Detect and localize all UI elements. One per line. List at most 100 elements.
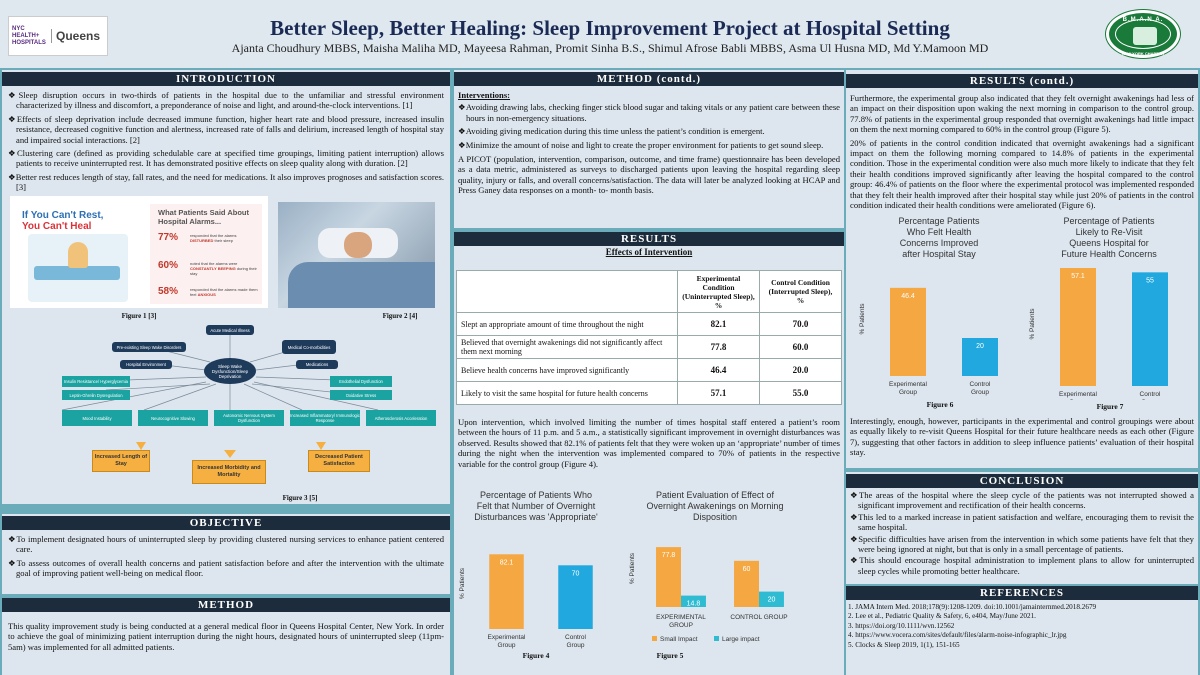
row-label: Believe health concerns have improved si… bbox=[456, 358, 678, 382]
chart-category-label: Group bbox=[566, 642, 584, 649]
results-contd-text-2: Interestingly, enough, however, particip… bbox=[850, 416, 1194, 458]
node-comorbidities: Medical Co-morbidities bbox=[282, 340, 336, 354]
chart-bar bbox=[1060, 267, 1096, 386]
row-label: Believed that overnight awakenings did n… bbox=[456, 335, 678, 359]
infographic-stats: What Patients Said About Hospital Alarms… bbox=[150, 204, 262, 304]
stat-desc: noted that the alarms were CONSTANTLY BE… bbox=[190, 261, 257, 276]
results-contd-para: 20% of patients in the control condition… bbox=[850, 137, 1194, 211]
node-atherosclerosis: Atherosclerosis Acceleration bbox=[366, 410, 436, 426]
node-insulin-resistance: Insulin Resistance/ Hyperglycemia bbox=[62, 376, 130, 387]
seal-map-icon bbox=[1133, 27, 1157, 45]
chart-category-label: Group bbox=[497, 642, 515, 649]
references-heading: REFERENCES bbox=[846, 586, 1198, 600]
figure2-caption: Figure 2 [4] bbox=[382, 312, 418, 320]
chart-title-line: Who Felt Health bbox=[907, 227, 972, 237]
chart-category-label: EXPERIMENTAL bbox=[656, 614, 706, 621]
chart-bar bbox=[656, 547, 681, 607]
table-corner-cell bbox=[456, 270, 678, 313]
legend-swatch bbox=[714, 636, 719, 641]
results-contd-panel bbox=[846, 70, 1198, 468]
chart-title-line: Future Health Concerns bbox=[1061, 249, 1157, 259]
legend-label: Small Impact bbox=[660, 636, 698, 643]
figure1-caption: Figure 1 [3] bbox=[121, 312, 157, 320]
results-table-title: Effects of Intervention bbox=[605, 247, 693, 257]
chart-category-label: Group bbox=[1141, 399, 1159, 400]
chart-category-label: Experimental bbox=[488, 634, 526, 641]
introduction-text: ❖Sleep disruption occurs in two-thirds o… bbox=[8, 90, 444, 196]
chart-category-label: Control bbox=[970, 381, 992, 388]
row-label: Slept an appropriate amount of time thro… bbox=[456, 312, 678, 336]
node-oxidative-stress: Oxidative Stress bbox=[330, 390, 392, 400]
chart-title-line: after Hospital Stay bbox=[902, 249, 976, 259]
chart-title-line: Queens Hospital for bbox=[1069, 238, 1149, 248]
chart-title-line: Likely to Re-Visit bbox=[1076, 227, 1143, 237]
conclusion-bullet: ❖The areas of the hospital where the sle… bbox=[850, 490, 1194, 511]
bed-icon bbox=[34, 266, 120, 280]
chart-title-line: Patient Evaluation of Effect of bbox=[656, 490, 774, 500]
figure5-caption: Figure 5 bbox=[656, 651, 684, 660]
chart-category-label: Group bbox=[971, 389, 989, 396]
table-row: Believed that overnight awakenings did n… bbox=[456, 335, 842, 359]
row-exp-value: 57.1 bbox=[677, 381, 760, 405]
chart-value-label: 20 bbox=[768, 597, 776, 604]
conclusion-bullet: ❖Specific difficulties have arisen from … bbox=[850, 533, 1194, 555]
conclusion-bullet: ❖This should encourage hospital administ… bbox=[850, 555, 1194, 576]
stat-desc: responded that the alarms DISTURBED thei… bbox=[190, 233, 237, 243]
references-panel bbox=[846, 586, 1198, 675]
results-text: Upon intervention, which involved limiti… bbox=[458, 417, 840, 469]
chart-category-label: Experimental bbox=[1059, 391, 1097, 398]
objective-bullet: ❖To implement designated hours of uninte… bbox=[8, 534, 444, 555]
seal-bottom-text: NEW YORK CHAPTER bbox=[1121, 51, 1165, 56]
patient-face-shape bbox=[344, 232, 372, 258]
chart-title-line: Percentage of Patients Who bbox=[480, 490, 592, 500]
outcome-morbidity-mortality: Increased Morbidity and Mortality bbox=[192, 460, 266, 484]
col-experimental-header: Experimental Condition (Uninterrupted Sl… bbox=[677, 270, 760, 313]
intervention-bullet: ❖Minimize the amount of noise and light … bbox=[458, 139, 824, 150]
chart-value-label: 14.8 bbox=[687, 601, 701, 608]
node-medications: Medications bbox=[296, 360, 338, 369]
intro-bullet: ❖Better rest reduces length of stay, fal… bbox=[8, 171, 445, 193]
objective-text: ❖To implement designated hours of uninte… bbox=[8, 534, 444, 582]
chart-bar bbox=[890, 287, 926, 376]
chart-bar bbox=[558, 565, 593, 629]
interventions-label: Interventions: bbox=[458, 90, 511, 100]
figure1-alarm-infographic: If You Can't Rest, You Can't Heal What Pa… bbox=[10, 196, 268, 308]
node-endothelial-dysfunction: Endothelial Dysfunction bbox=[330, 376, 392, 387]
row-ctrl-value: 70.0 bbox=[759, 312, 842, 336]
infographic-headline: If You Can't Rest, You Can't Heal bbox=[22, 210, 104, 232]
intro-bullet: ❖Clustering care (defined as providing s… bbox=[8, 148, 444, 169]
method-contd-panel bbox=[454, 70, 844, 228]
conclusion-panel bbox=[846, 472, 1198, 584]
figure6-caption: Figure 6 bbox=[926, 400, 954, 409]
node-hospital-environment: Hospital Environment bbox=[120, 360, 172, 369]
chart-y-axis-label: % Patients bbox=[629, 552, 636, 584]
outcome-patient-satisfaction: Decreased Patient Satisfaction bbox=[308, 450, 370, 472]
intro-bullet: ❖Effects of sleep deprivation include de… bbox=[8, 113, 444, 145]
chart-bar bbox=[759, 591, 784, 607]
reference-item: 4. https://www.vocera.com/sites/default/… bbox=[848, 631, 1067, 640]
introduction-heading: INTRODUCTION bbox=[2, 72, 450, 86]
row-label: Likely to visit the same hospital for fu… bbox=[456, 381, 678, 405]
row-exp-value: 46.4 bbox=[677, 358, 760, 382]
chart-category-label: CONTROL GROUP bbox=[730, 614, 787, 621]
poster-authors: Ajanta Choudhury MBBS, Maisha Maliha MD,… bbox=[231, 41, 989, 55]
seal-ring bbox=[1115, 19, 1171, 49]
reference-item: 5. Clocks & Sleep 2019, 1(1), 151-165 bbox=[848, 640, 960, 649]
node-preexisting-disorders: Pre-existing Sleep Wake Disorders bbox=[112, 342, 186, 352]
node-inflammatory-response: Increased Inflammatory/ Immunologic Resp… bbox=[290, 410, 360, 426]
stat-percent: 77% bbox=[158, 232, 179, 243]
chart-bar bbox=[962, 338, 998, 376]
seal-top-text: B.M.A.N.A. bbox=[1122, 17, 1164, 23]
method-text: This quality improvement study is being … bbox=[8, 621, 444, 652]
legend-swatch bbox=[652, 636, 657, 641]
chart-title-line: Concerns Improved bbox=[900, 238, 979, 248]
node-mood-instability: Mood Instability bbox=[62, 410, 132, 426]
stat-percent: 58% bbox=[158, 286, 179, 297]
row-ctrl-value: 60.0 bbox=[759, 335, 842, 359]
figure5-chart: Patient Evaluation of Effect ofOvernight… bbox=[629, 490, 788, 643]
results-heading: RESULTS bbox=[454, 232, 844, 246]
conclusion-bullet: ❖This led to a marked increase in patien… bbox=[850, 511, 1194, 533]
